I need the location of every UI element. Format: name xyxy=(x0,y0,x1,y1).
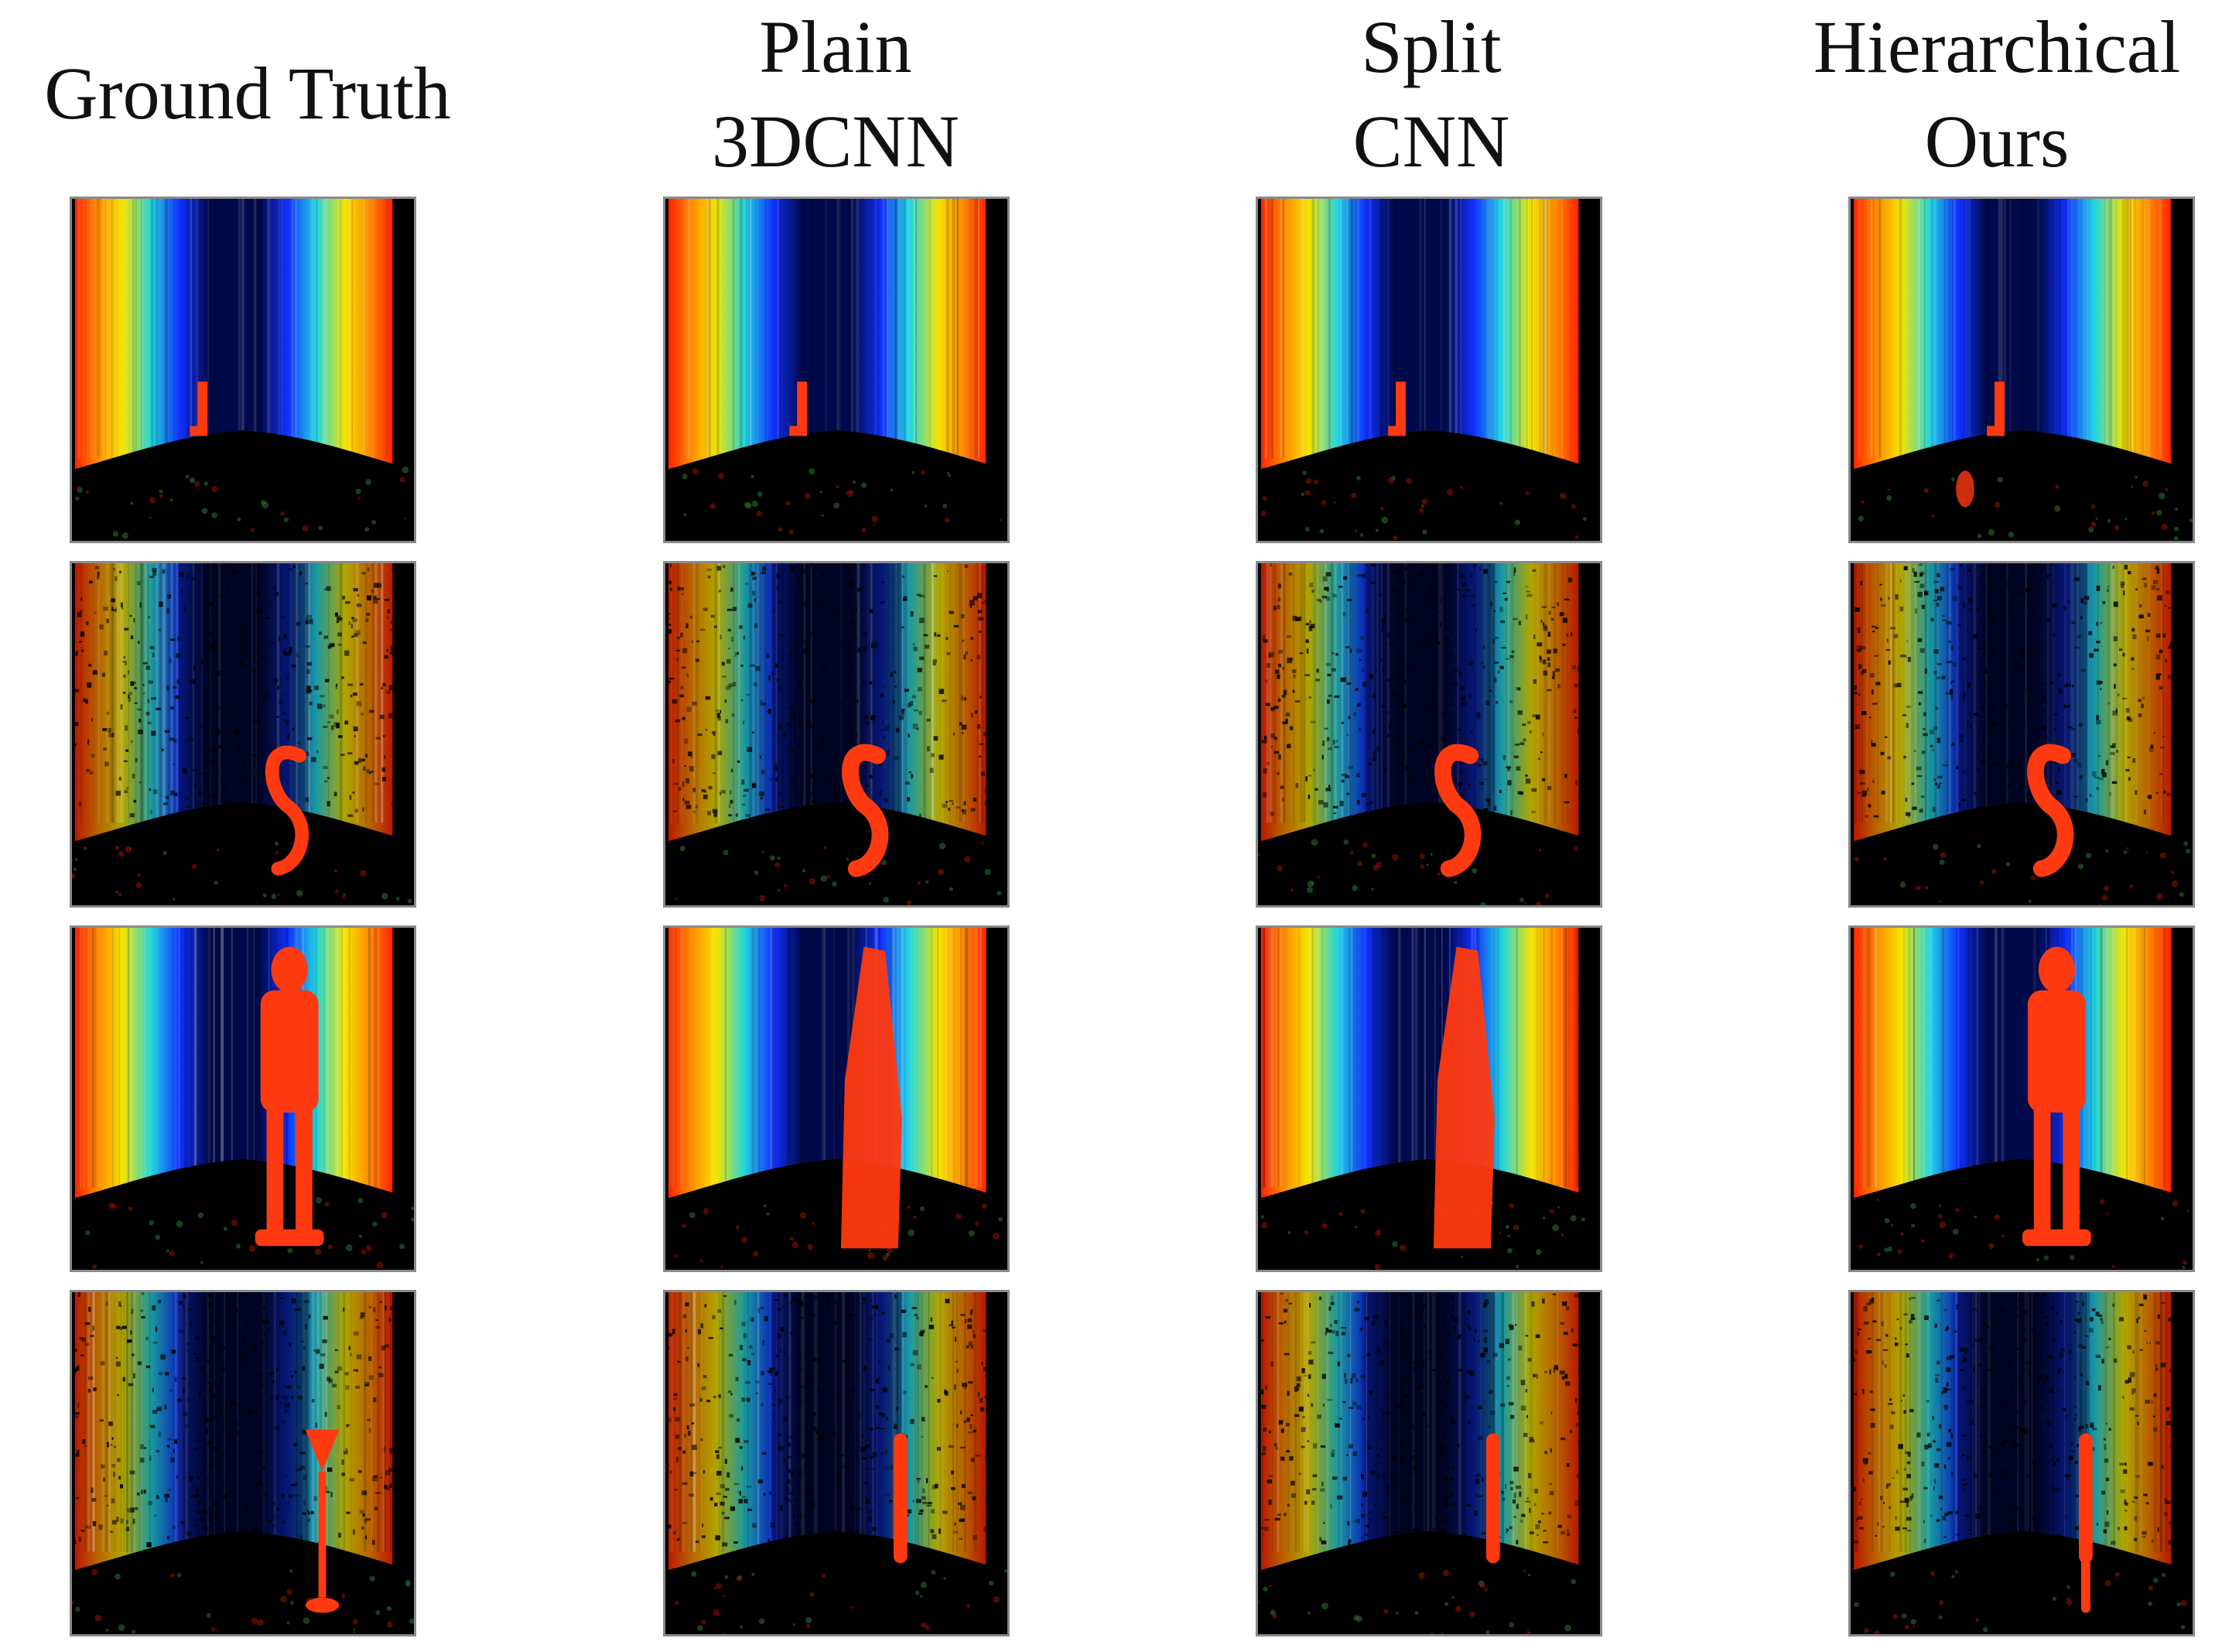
depth-map-image xyxy=(1851,563,2193,905)
column-header-line-2: 3DCNN xyxy=(711,100,959,183)
image-tile-hierarchical-ours-row-4 xyxy=(1848,1290,2195,1637)
image-tile-hierarchical-ours-row-1 xyxy=(1848,197,2195,543)
image-tile-split-cnn-row-3 xyxy=(1256,925,1602,1272)
column-header-line-1: Split xyxy=(1361,5,1502,88)
depth-map-image xyxy=(1258,928,1600,1270)
column-header-line-2: CNN xyxy=(1352,100,1510,183)
image-tile-ground-truth-row-1 xyxy=(70,197,416,543)
column-header-hierarchical-ours: Hierarchical Ours xyxy=(1772,0,2222,189)
image-tile-ground-truth-row-4 xyxy=(70,1290,416,1637)
image-tile-hierarchical-ours-row-2 xyxy=(1848,561,2195,908)
column-header-plain-3dcnn: Plain 3DCNN xyxy=(603,0,1068,189)
column-header-line-1: Hierarchical xyxy=(1813,5,2181,88)
column-header-line-2: Ours xyxy=(1924,100,2070,183)
depth-map-image xyxy=(72,563,414,905)
depth-map-image xyxy=(1258,563,1600,905)
depth-map-image xyxy=(72,199,414,541)
depth-map-image xyxy=(1851,199,2193,541)
image-tile-split-cnn-row-2 xyxy=(1256,561,1602,908)
depth-map-image xyxy=(1851,928,2193,1270)
image-tile-ground-truth-row-3 xyxy=(70,925,416,1272)
image-tile-hierarchical-ours-row-3 xyxy=(1848,925,2195,1272)
depth-map-image xyxy=(665,563,1007,905)
depth-map-image xyxy=(72,1292,414,1634)
depth-map-image xyxy=(1258,199,1600,541)
image-tile-ground-truth-row-2 xyxy=(70,561,416,908)
image-tile-split-cnn-row-1 xyxy=(1256,197,1602,543)
image-tile-plain-3dcnn-row-1 xyxy=(663,197,1010,543)
depth-map-image xyxy=(665,1292,1007,1634)
image-tile-split-cnn-row-4 xyxy=(1256,1290,1602,1637)
depth-map-image xyxy=(665,199,1007,541)
image-tile-plain-3dcnn-row-4 xyxy=(663,1290,1010,1637)
column-header-line-2: Ground Truth xyxy=(44,52,451,135)
column-header-line-1: Plain xyxy=(759,5,912,88)
depth-map-image xyxy=(1258,1292,1600,1634)
depth-map-image xyxy=(1851,1292,2193,1634)
column-header-ground-truth: Ground Truth xyxy=(0,46,495,141)
column-header-split-cnn: Split CNN xyxy=(1199,0,1663,189)
image-tile-plain-3dcnn-row-2 xyxy=(663,561,1010,908)
depth-map-image xyxy=(665,928,1007,1270)
depth-map-image xyxy=(72,928,414,1270)
image-tile-plain-3dcnn-row-3 xyxy=(663,925,1010,1272)
